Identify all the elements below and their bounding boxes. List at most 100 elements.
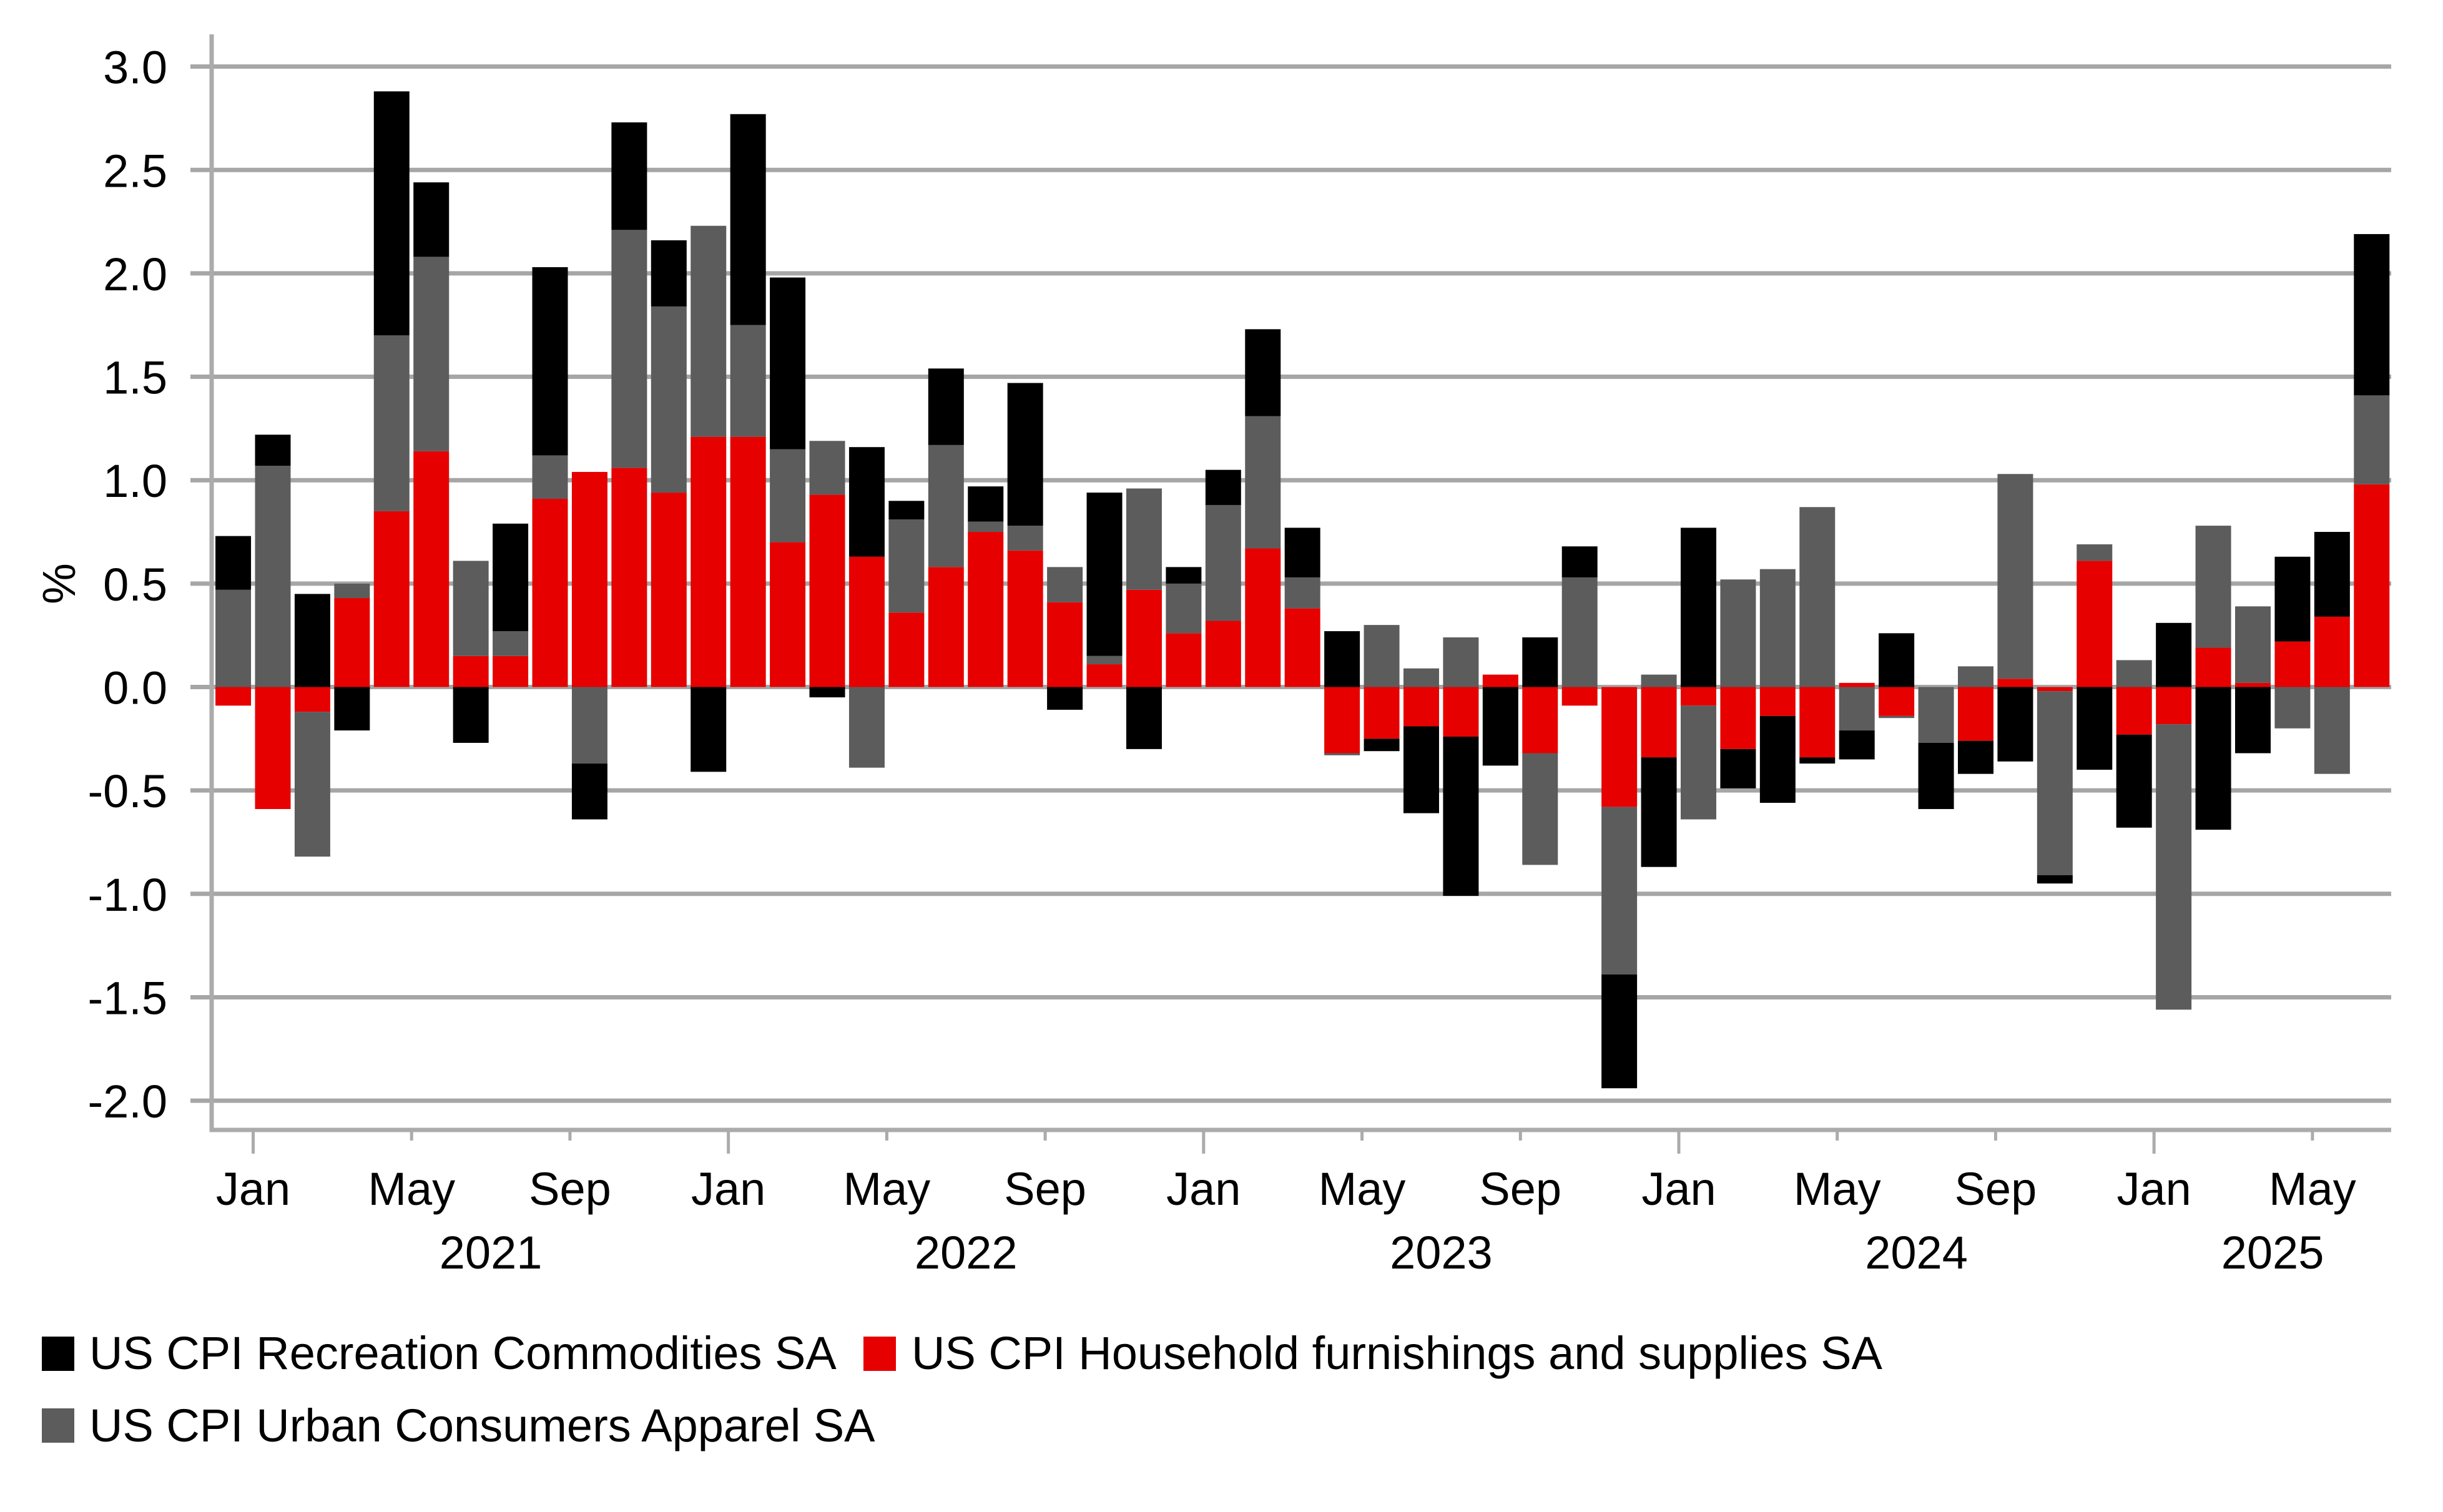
bar-stack: 2021-02 (294, 594, 330, 857)
bar-segment-apparel (1799, 507, 1836, 687)
bar-stack: 2024-07 (1918, 687, 1954, 809)
x-month-label: Sep (1479, 1163, 1561, 1215)
bar-segment-household (2116, 687, 2152, 735)
legend-label: US CPI Urban Consumers Apparel SA (89, 1400, 875, 1451)
x-month-label: Sep (529, 1163, 611, 1215)
bar-stack: 2023-10 (1561, 546, 1598, 706)
bar-segment-apparel (2235, 606, 2271, 683)
bar-segment-household (255, 687, 291, 809)
bar-segment-apparel (373, 335, 410, 511)
x-month-label: May (2269, 1163, 2356, 1215)
bar-segment-apparel (2156, 724, 2192, 1010)
bar-segment-apparel (1680, 705, 1716, 820)
bar-segment-household (1205, 621, 1241, 687)
bar-stack: 2025-06 (2354, 233, 2390, 687)
bar-segment-recreation (848, 447, 885, 557)
bar-segment-household (2195, 647, 2231, 687)
bar-stack: 2022-11 (1126, 488, 1162, 749)
bar-segment-apparel (255, 466, 291, 687)
bar-stack: 2022-06 (928, 368, 964, 687)
bar-stack: 2022-04 (848, 447, 885, 768)
bars: 2020-122021-012021-022021-032021-042021-… (215, 91, 2390, 1089)
bar-segment-household (1443, 687, 1479, 737)
bar-segment-apparel (2314, 687, 2350, 774)
x-year-label: 2023 (1390, 1227, 1493, 1279)
bar-segment-recreation (730, 114, 766, 325)
legend-item-apparel: US CPI Urban Consumers Apparel SA (42, 1400, 875, 1451)
bar-segment-apparel (1601, 807, 1638, 975)
bar-segment-recreation (2077, 687, 2113, 770)
y-axis-tick-labels: 3.0 2.5 2.0 1.5 1.0 0.5 0.0 -0.5 -1.0 -1.5 -2.0 (87, 42, 167, 1127)
bar-segment-recreation (2314, 532, 2350, 617)
bar-segment-apparel (2354, 395, 2390, 484)
bar-stack: 2021-12 (691, 225, 727, 772)
bar-stack: 2020-12 (215, 536, 252, 706)
bar-segment-household (2235, 682, 2271, 687)
bar-segment-recreation (373, 91, 410, 336)
bar-segment-household (1957, 687, 1993, 741)
bar-stack: 2021-07 (493, 523, 529, 687)
bar-segment-apparel (2274, 687, 2311, 729)
x-axis-year-labels: 2021 2022 2023 2024 2025 (440, 1227, 2324, 1279)
bar-segment-recreation (453, 687, 489, 743)
legend-label: US CPI Recreation Commodities SA (89, 1327, 837, 1379)
bar-stack: 2024-08 (1957, 666, 1993, 774)
bar-segment-apparel (413, 257, 450, 451)
bar-segment-apparel (2195, 526, 2231, 648)
legend-item-recreation: US CPI Recreation Commodities SA (42, 1327, 837, 1379)
bar-stack: 2022-03 (809, 441, 845, 698)
bar-segment-household (2354, 484, 2390, 687)
bar-segment-apparel (730, 325, 766, 437)
y-tick-label: 2.5 (103, 145, 167, 197)
bar-segment-recreation (2037, 875, 2073, 884)
bar-segment-apparel (1086, 655, 1123, 665)
bar-stack: 2025-03 (2235, 606, 2271, 754)
bar-segment-recreation (2354, 233, 2390, 396)
bar-segment-household (1799, 687, 1836, 758)
bar-stack: 2023-06 (1403, 668, 1439, 813)
y-tick-label: 1.5 (103, 352, 167, 404)
bar-segment-household (1759, 687, 1796, 716)
y-tick-label: 2.0 (103, 248, 167, 300)
bar-segment-household (1720, 687, 1756, 749)
bar-segment-household (413, 451, 450, 687)
bar-segment-household (2156, 687, 2192, 725)
bar-segment-apparel (294, 712, 330, 857)
bar-stack: 2021-10 (611, 122, 647, 687)
bar-segment-household (1086, 664, 1123, 687)
legend-swatch (42, 1337, 74, 1371)
bar-segment-recreation (928, 368, 964, 445)
bar-segment-apparel (928, 444, 964, 567)
x-year-label: 2021 (440, 1227, 543, 1279)
bar-segment-recreation (2116, 734, 2152, 828)
bar-segment-recreation (215, 536, 252, 590)
bar-segment-apparel (1403, 668, 1439, 687)
bar-segment-recreation (1799, 757, 1836, 764)
bar-stack: 2022-02 (770, 277, 806, 687)
bar-segment-recreation (294, 594, 330, 687)
bar-segment-household (1126, 589, 1162, 687)
bar-stack: 2021-11 (651, 240, 687, 687)
bar-segment-household (2037, 687, 2073, 692)
bar-segment-recreation (532, 267, 568, 456)
x-year-label: 2025 (2221, 1227, 2324, 1279)
bar-stack: 2024-01 (1680, 528, 1716, 820)
bar-stack: 2021-01 (255, 434, 291, 809)
bar-segment-household (770, 542, 806, 687)
bar-segment-household (1601, 687, 1638, 807)
bar-segment-household (1482, 674, 1518, 687)
bar-segment-recreation (691, 687, 727, 772)
bar-segment-apparel (1720, 579, 1756, 687)
bar-segment-recreation (1641, 757, 1677, 867)
bar-segment-apparel (1839, 687, 1875, 731)
bar-segment-recreation (1166, 567, 1202, 584)
bar-segment-recreation (1086, 493, 1123, 656)
bar-segment-recreation (1007, 383, 1043, 526)
bar-stack: 2024-06 (1879, 633, 1915, 719)
x-month-label: May (843, 1163, 930, 1215)
bar-segment-apparel (611, 230, 647, 468)
bar-segment-apparel (532, 455, 568, 499)
x-month-label: Jan (2116, 1163, 2191, 1215)
bar-stack: 2024-10 (2037, 687, 2073, 884)
y-tick-label: 3.0 (103, 42, 167, 94)
